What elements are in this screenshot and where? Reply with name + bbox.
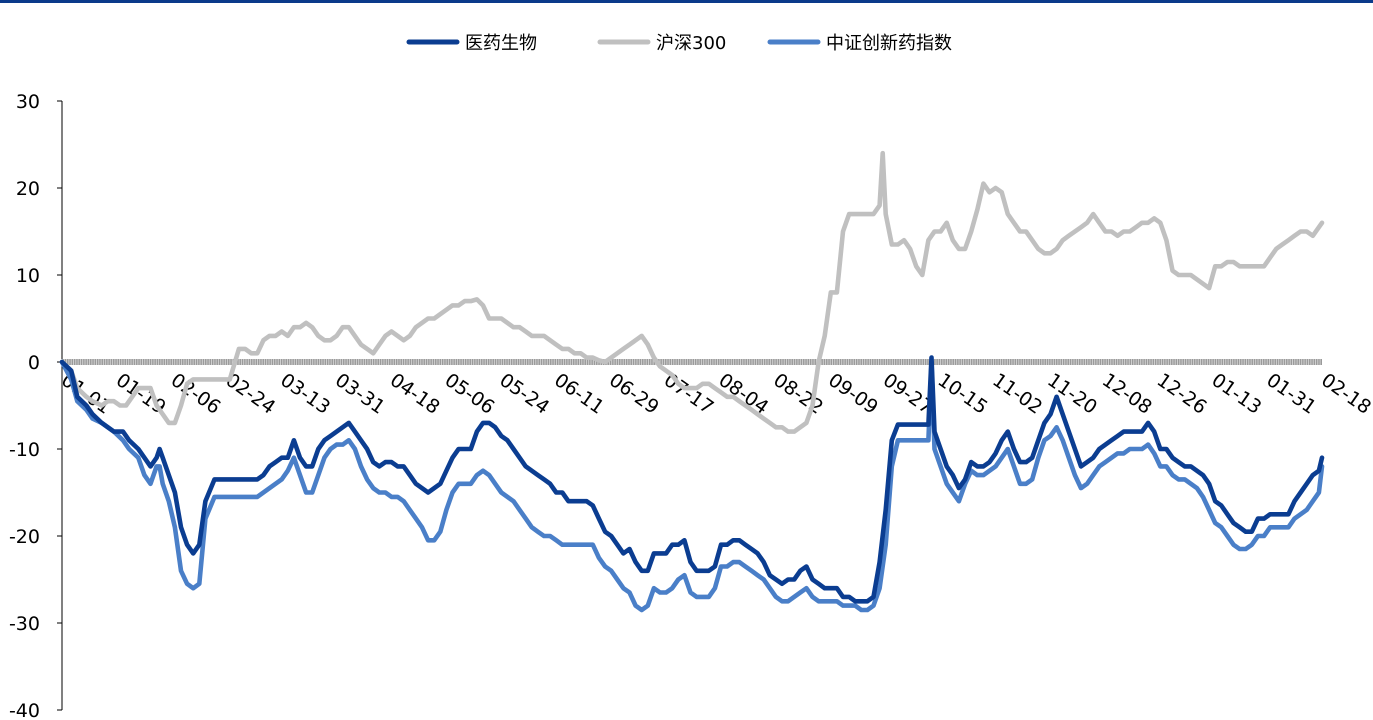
- x-tick-label: 09-09: [824, 369, 882, 419]
- y-tick-label: 0: [28, 352, 40, 374]
- x-tick-label: 04-18: [386, 369, 444, 419]
- y-tick-label: -20: [9, 526, 40, 548]
- x-tick-label: 02-18: [1317, 369, 1373, 419]
- x-tick-label: 05-24: [495, 369, 553, 419]
- x-tick-label: 10-15: [934, 369, 992, 419]
- series-line-0: [59, 355, 1325, 604]
- x-tick-label: 02-06: [167, 369, 225, 419]
- x-tick-label: 12-26: [1153, 369, 1211, 419]
- x-tick-label: 03-13: [276, 369, 334, 419]
- x-tick-label: 03-31: [331, 369, 389, 419]
- x-tick-label: 12-08: [1098, 369, 1156, 419]
- zero-axis-line: [61, 359, 1322, 365]
- y-tick-label: 10: [16, 265, 40, 287]
- legend-label-1: 沪深300: [656, 33, 726, 54]
- y-tick-label: 30: [16, 91, 40, 113]
- x-axis-labels: 01-0101-1902-0602-2403-1303-3104-1805-06…: [57, 369, 1373, 419]
- y-tick-label: -40: [9, 700, 40, 720]
- x-tick-label: 05-06: [441, 369, 499, 419]
- y-tick-label: -30: [9, 613, 40, 635]
- x-tick-label: 07-17: [660, 369, 718, 419]
- series-line-1: [59, 150, 1325, 434]
- legend-label-0: 医药生物: [465, 33, 537, 54]
- x-tick-label: 06-11: [550, 369, 608, 419]
- y-tick-label: 20: [16, 178, 40, 200]
- x-tick-label: 01-13: [1208, 369, 1266, 419]
- y-axis: 30 20 10 0 -10 -20 -30 -40: [9, 91, 63, 720]
- top-rule: [0, 0, 1373, 3]
- x-tick-label: 01-31: [1262, 369, 1320, 419]
- x-tick-label: 06-29: [605, 369, 663, 419]
- legend: 医药生物 沪深300 中证创新药指数: [406, 33, 952, 54]
- series-group: [59, 150, 1325, 613]
- series-line-2: [59, 359, 1325, 613]
- y-tick-label: -10: [9, 439, 40, 461]
- legend-label-2: 中证创新药指数: [826, 33, 952, 54]
- x-tick-label: 11-02: [988, 369, 1046, 419]
